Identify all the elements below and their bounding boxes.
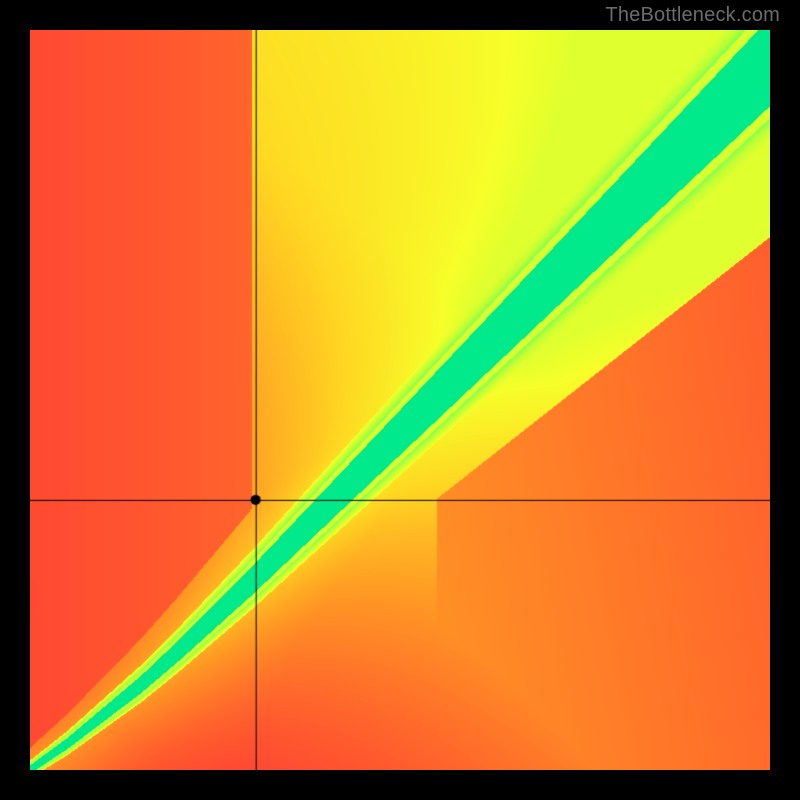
watermark-text: TheBottleneck.com (605, 4, 780, 27)
frame-border-bottom (0, 770, 800, 800)
frame-border-right (770, 0, 800, 800)
chart-frame (0, 0, 800, 800)
heatmap-plot (30, 30, 770, 770)
frame-border-left (0, 0, 30, 800)
